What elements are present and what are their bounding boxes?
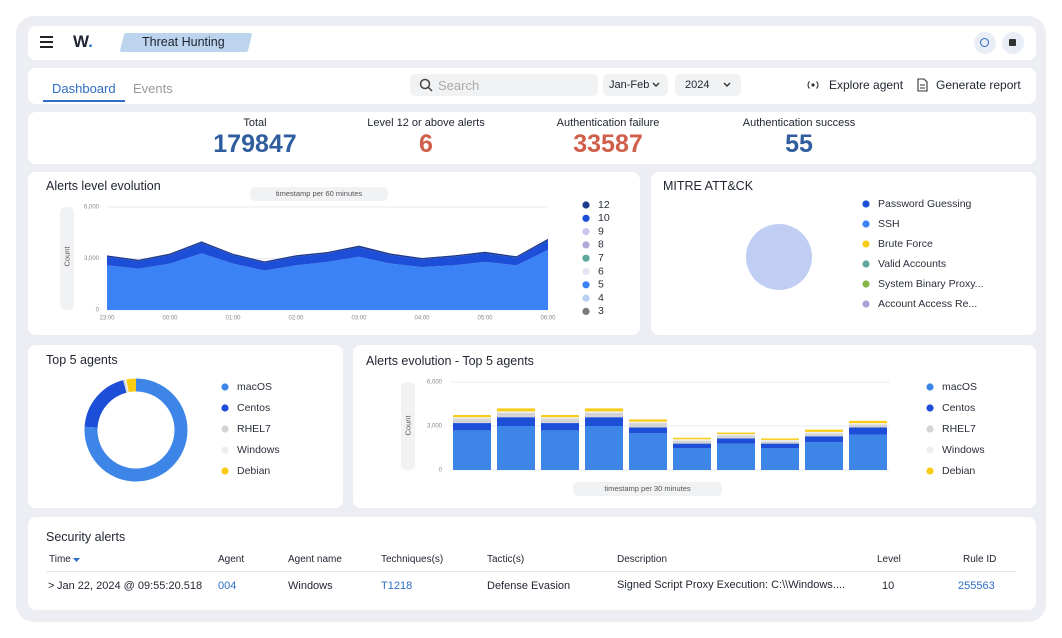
column-header: Agent name: [288, 554, 342, 565]
stat-label: Authentication failure: [556, 117, 660, 129]
search-icon: [419, 78, 433, 92]
column-header: Level: [877, 554, 901, 565]
chevron: [723, 82, 731, 87]
logo[interactable]: W.: [73, 32, 93, 51]
y-label-box: [401, 382, 415, 470]
period-value: Jan-Feb: [609, 79, 650, 91]
stats-panel: [28, 112, 1036, 164]
panel-title: MITRE ATT&CK: [663, 179, 754, 193]
panel-title: Alerts level evolution: [46, 179, 161, 193]
mitre-panel: [651, 172, 1036, 335]
stat-label: Level 12 or above alerts: [367, 117, 485, 129]
column-header[interactable]: Time: [49, 554, 71, 565]
tab-dashboard[interactable]: Dashboard: [52, 81, 116, 96]
explore-icon: [807, 81, 819, 89]
explore-agent[interactable]: Explore agent: [829, 78, 904, 92]
period-dropdown[interactable]: [603, 74, 668, 96]
cell-link[interactable]: T1218: [381, 580, 413, 592]
sort-caret: [73, 558, 80, 562]
stat-label: Total: [243, 117, 267, 129]
panel-title: Security alerts: [46, 530, 126, 544]
status-icon[interactable]: [974, 32, 996, 54]
x-axis-label: timestamp per 60 minutes: [275, 189, 363, 198]
tab-underline: [43, 100, 125, 102]
year-value: 2024: [685, 79, 710, 91]
stat-value: 6: [419, 130, 433, 158]
column-header: Rule ID: [963, 554, 997, 565]
search-box[interactable]: [410, 74, 598, 96]
page-title: Threat Hunting: [142, 35, 225, 49]
y-axis-label: Count: [403, 415, 413, 436]
column-header: Agent: [218, 554, 245, 565]
search-placeholder: Search: [438, 78, 480, 93]
generate-report[interactable]: Generate report: [936, 78, 1021, 92]
tab-events[interactable]: Events: [133, 81, 173, 96]
report-icon: [917, 78, 928, 92]
x-label-box: [250, 187, 388, 201]
security-alerts-panel: [28, 517, 1036, 610]
panel-title: Top 5 agents: [46, 353, 118, 367]
logout-icon[interactable]: [1002, 32, 1024, 54]
cell: Signed Script Proxy Execution: C:\\Windo…: [617, 579, 846, 591]
panel-title: Alerts evolution - Top 5 agents: [366, 354, 534, 368]
cell-link[interactable]: 004: [218, 580, 237, 592]
top-agents-panel: [28, 345, 343, 508]
column-header: Tactic(s): [487, 554, 525, 565]
stat-label: Authentication success: [742, 117, 856, 129]
column-header: Techniques(s): [381, 554, 444, 565]
menu-icon[interactable]: [40, 36, 54, 48]
cell: Defense Evasion: [487, 580, 571, 592]
year-dropdown[interactable]: [675, 74, 741, 96]
row-divider: [46, 571, 1016, 572]
cell: Windows: [288, 580, 333, 592]
y-label-box: [60, 207, 74, 310]
row-expander[interactable]: >: [48, 580, 55, 592]
column-header: Description: [617, 554, 668, 565]
stat-value: 33587: [573, 130, 643, 158]
cell: 10: [882, 580, 895, 592]
y-axis-label: Count: [62, 246, 72, 267]
x-label-box: [573, 482, 722, 496]
cell: Jan 22, 2024 @ 09:55:20.518: [57, 580, 203, 592]
x-axis-label: timestamp per 30 minutes: [604, 484, 691, 493]
stat-value: 55: [785, 130, 813, 158]
cell-link[interactable]: 255563: [958, 580, 995, 592]
stat-value: 179847: [213, 130, 297, 158]
chevron: [652, 82, 660, 87]
